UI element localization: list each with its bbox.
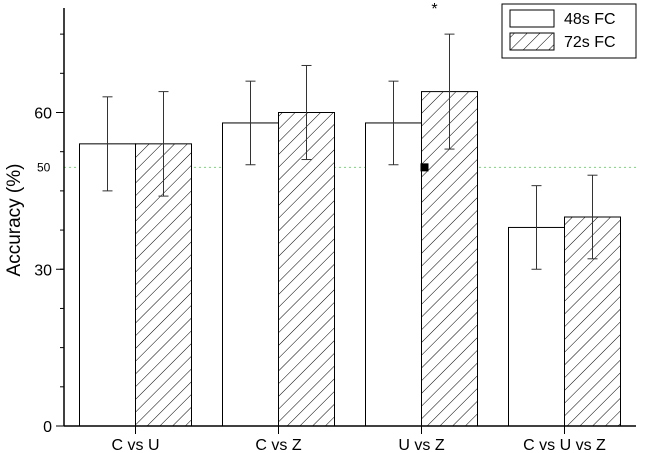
bar-48s-2 — [365, 122, 422, 427]
error-bar — [388, 80, 399, 166]
error-bar — [531, 185, 542, 270]
significance-annotation: * — [431, 1, 437, 18]
legend-swatch — [509, 32, 555, 51]
bar-48s-1 — [222, 122, 279, 427]
bar-72s-1 — [278, 112, 335, 427]
error-bar — [587, 174, 598, 260]
x-tick-label: C vs Z — [255, 437, 301, 453]
legend-label: 72s FC — [564, 34, 616, 51]
y-tick-label: 0 — [43, 419, 52, 436]
marker-point — [420, 163, 429, 172]
error-bar — [444, 33, 455, 150]
x-tick-label: C vs U — [112, 437, 160, 453]
legend-swatch — [509, 9, 555, 28]
error-bar — [102, 96, 113, 192]
y-tick-label: 30 — [34, 262, 52, 279]
y-axis-title: Accuracy (%) — [4, 164, 25, 277]
x-tick-label: C vs U vs Z — [523, 437, 606, 453]
legend-label: 48s FC — [564, 11, 616, 28]
error-bar — [245, 80, 256, 166]
reference-line-label: 50 — [37, 160, 51, 174]
x-tick-label: U vs Z — [398, 437, 444, 453]
error-bar — [158, 91, 169, 197]
y-tick-label: 60 — [34, 106, 52, 123]
error-bar — [301, 64, 312, 161]
